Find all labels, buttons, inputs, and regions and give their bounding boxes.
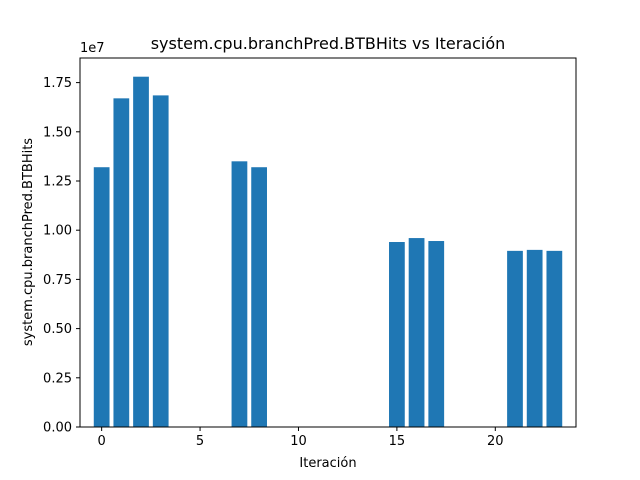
x-tick-label: 10 bbox=[290, 434, 307, 449]
x-tick-label: 0 bbox=[98, 434, 106, 449]
x-tick-label: 15 bbox=[389, 434, 406, 449]
y-axis-label: system.cpu.branchPred.BTBHits bbox=[21, 138, 36, 346]
y-tick-label: 0.00 bbox=[43, 421, 72, 436]
x-axis-label: Iteración bbox=[299, 456, 356, 471]
bar-iteracion-3 bbox=[152, 95, 169, 427]
x-tick-label: 20 bbox=[487, 434, 504, 449]
y-tick-label: 1.00 bbox=[43, 224, 72, 239]
y-tick-label: 1.25 bbox=[43, 175, 72, 190]
bar-iteracion-7 bbox=[231, 161, 248, 427]
chart-title: system.cpu.branchPred.BTBHits vs Iteraci… bbox=[151, 34, 506, 53]
x-axis-ticks: 0 5 10 15 20 bbox=[98, 427, 504, 449]
bar-iteracion-17 bbox=[428, 241, 445, 427]
y-axis-ticks: 0.00 0.25 0.50 0.75 1.00 1.25 1.50 1.75 bbox=[43, 76, 80, 436]
bar-iteracion-15 bbox=[389, 242, 405, 427]
y-offset-label: 1e7 bbox=[80, 41, 105, 56]
bar-iteracion-16 bbox=[408, 238, 425, 427]
y-tick-label: 0.25 bbox=[43, 371, 72, 386]
y-tick-label: 0.75 bbox=[43, 273, 72, 288]
y-tick-label: 1.50 bbox=[43, 125, 72, 140]
plot-frame bbox=[79, 57, 577, 428]
bar-iteracion-8 bbox=[251, 167, 267, 427]
bar-iteracion-22 bbox=[526, 249, 543, 427]
bar-iteracion-2 bbox=[133, 76, 149, 427]
bar-iteracion-21 bbox=[507, 250, 523, 427]
y-tick-label: 1.75 bbox=[43, 76, 72, 91]
y-tick-label: 0.50 bbox=[43, 322, 72, 337]
x-tick-label: 5 bbox=[196, 434, 204, 449]
bar-iteracion-0 bbox=[93, 167, 110, 427]
bar-iteracion-1 bbox=[113, 98, 130, 427]
bar-iteracion-23 bbox=[546, 250, 563, 427]
bars-group bbox=[93, 76, 563, 427]
